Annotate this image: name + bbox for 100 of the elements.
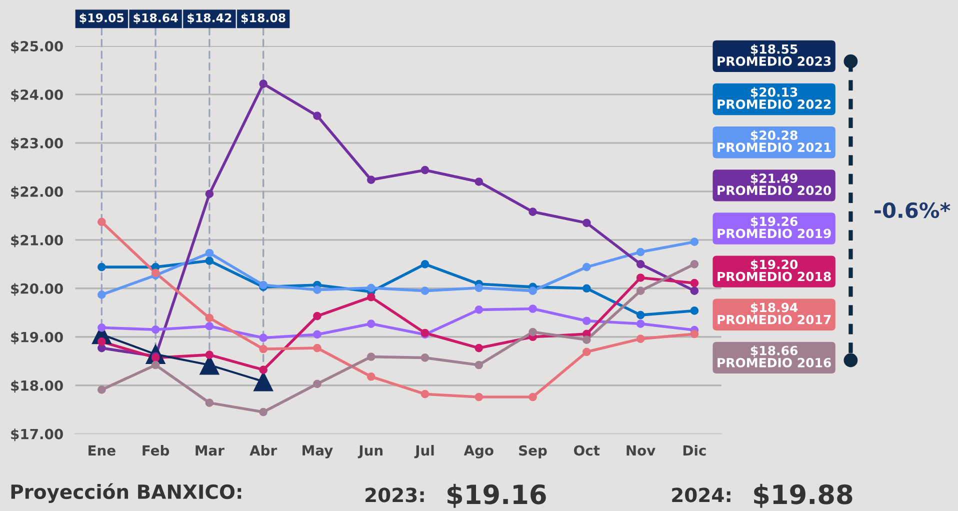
text: $18.66 PROMEDIO 2016 [718,346,831,368]
x-tick-label: Jul [414,444,434,458]
point [98,324,106,332]
x-tick-label: Ago [464,445,494,458]
text: $21.49 PROMEDIO 2020 [718,173,832,196]
point [259,408,268,416]
point [528,304,537,313]
point [151,360,160,370]
point [690,238,699,246]
point [98,338,106,346]
point [98,218,106,226]
point [313,312,322,320]
y-tick-label: $22.00 [11,186,63,199]
point [313,344,322,352]
data-label: $19.05 [80,13,124,24]
point [313,330,322,339]
point [582,336,591,344]
y-tick-label: $17.00 [11,428,63,442]
data-label: $18.08 [241,13,286,24]
x-tick-label: Jun [358,445,382,458]
point [366,352,376,361]
text: -0.6%* [874,202,950,218]
y-tick-label: $19.00 [11,332,63,344]
point [420,354,430,362]
x-tick-label: Mar [196,445,224,456]
point [366,292,376,302]
point [151,268,160,278]
x-tick-label: Feb [142,444,170,456]
x-tick-label: Dic [683,444,706,456]
point [690,278,699,288]
point [474,344,484,352]
point [636,334,645,343]
point [205,398,214,407]
point [259,344,268,354]
point [636,320,645,328]
point [528,328,537,336]
point [636,274,645,282]
text: $20.13 PROMEDIO 2022 [718,87,831,109]
x-tick-label: Ene [88,445,116,456]
point [474,306,484,314]
point [313,286,322,294]
point [582,316,591,326]
point [528,392,537,402]
point [205,190,214,198]
point [582,262,591,272]
x-tick-label: Abr [250,444,278,456]
point [690,330,699,338]
x-tick-label: May [302,445,333,458]
point [582,348,591,356]
point [98,386,106,394]
point [205,314,214,322]
point [474,360,484,370]
point [205,248,214,258]
point [690,286,699,295]
point [259,80,268,88]
text: $18.55 PROMEDIO 2023 [718,44,831,66]
x-tick-label: Nov [626,445,656,456]
point [474,178,484,186]
point [366,320,376,328]
point [151,325,160,334]
point [474,284,484,292]
text: $19.26 PROMEDIO 2019 [718,216,831,238]
text: 2023: [366,488,424,502]
text: 2024: [672,488,730,502]
point [420,390,430,398]
point [366,284,376,292]
point [254,372,274,392]
point [528,286,537,295]
series-label: $18.94 PROMEDIO 2017 [718,302,831,324]
text: Proyección BANXICO: [11,483,242,503]
point [582,284,591,293]
text: $19.88 [754,484,852,508]
point [636,260,645,268]
y-tick-label: $25.00 [11,40,63,54]
point [420,260,430,268]
point [98,290,106,299]
y-tick-label: $18.00 [11,380,63,393]
point [205,322,214,330]
y-tick-label: $20.00 [11,283,63,296]
point [474,392,484,402]
data-label: $18.64 [134,13,178,24]
point [636,248,645,256]
point [690,306,699,315]
series-label: $19.20 PROMEDIO 2018 [718,259,831,282]
point [636,310,645,320]
y-tick-label: $23.00 [11,138,63,150]
point [690,260,699,268]
point [420,286,430,295]
point [420,166,430,174]
point [636,286,645,295]
point [582,218,591,228]
point [313,380,322,388]
text: $19.16 [448,484,546,508]
point [205,350,214,359]
x-tick-label: Sep [519,445,547,458]
point [259,334,268,342]
point [366,176,376,184]
x-tick-label: Oct [574,445,600,456]
data-label: $18.42 [188,13,232,24]
y-tick-label: $21.00 [11,234,63,248]
